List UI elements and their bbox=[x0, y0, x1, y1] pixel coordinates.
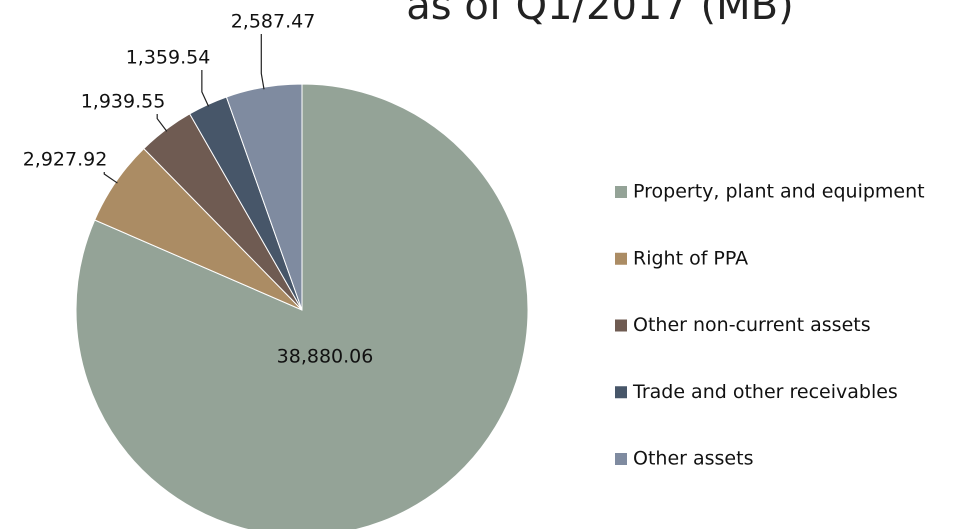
data-label: 1,359.54 bbox=[126, 47, 211, 69]
data-label: 2,587.47 bbox=[231, 11, 316, 33]
legend-label: Trade and other receivables bbox=[632, 381, 898, 403]
legend-swatch bbox=[615, 386, 627, 399]
legend-label: Other assets bbox=[633, 448, 753, 470]
legend-label: Right of PPA bbox=[633, 247, 748, 269]
legend-label: Property, plant and equipment bbox=[633, 181, 925, 203]
legend-swatch bbox=[615, 186, 627, 198]
pie-slice bbox=[75, 83, 529, 529]
leader-line bbox=[260, 34, 265, 90]
data-label: 38,880.06 bbox=[277, 346, 374, 368]
legend-label: Other non-current assets bbox=[633, 314, 871, 336]
leader-line bbox=[201, 70, 210, 107]
legend-swatch bbox=[615, 252, 627, 265]
data-label: 1,939.55 bbox=[81, 91, 166, 113]
legend-swatch bbox=[615, 453, 627, 465]
data-label: 2,927.92 bbox=[23, 149, 108, 171]
legend-swatch bbox=[615, 319, 627, 332]
leader-line bbox=[103, 172, 118, 184]
leader-line bbox=[156, 114, 168, 132]
chart-title: as of Q1/2017 (MB) bbox=[406, 0, 793, 29]
